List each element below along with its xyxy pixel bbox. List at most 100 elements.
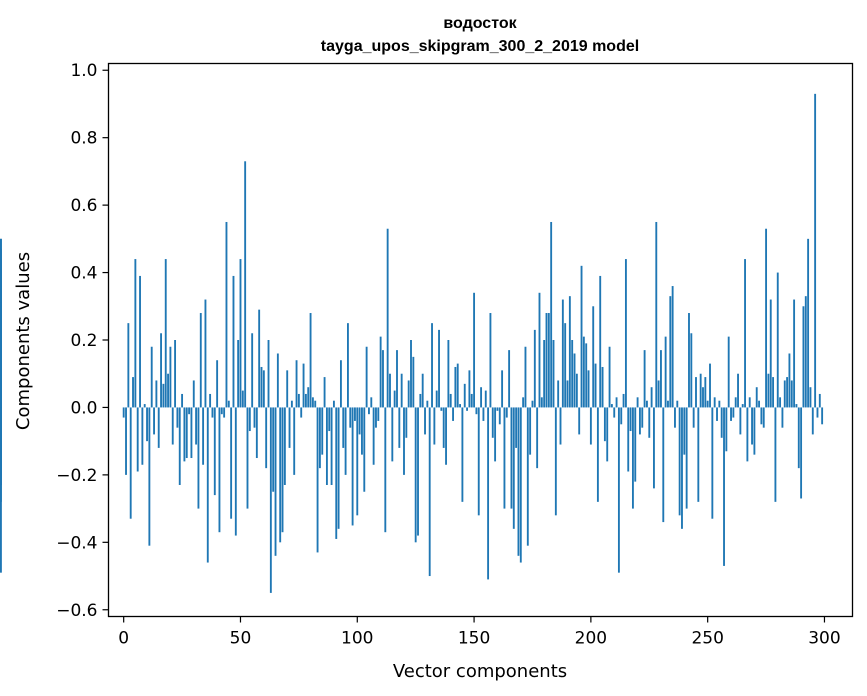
bar	[664, 336, 667, 408]
bar	[557, 380, 560, 408]
bar	[218, 407, 221, 533]
bar	[150, 346, 153, 408]
bar	[781, 407, 784, 428]
bar	[732, 407, 735, 418]
bar	[790, 380, 793, 408]
bar	[725, 407, 728, 452]
bar	[337, 407, 340, 529]
bar	[809, 387, 812, 408]
bar	[594, 363, 597, 408]
bar	[153, 407, 155, 435]
bar	[456, 363, 459, 408]
bar	[419, 393, 422, 408]
bar	[463, 383, 466, 408]
bar	[748, 397, 751, 408]
bar	[141, 407, 144, 465]
bar	[734, 397, 737, 408]
bar	[653, 407, 655, 489]
bar	[213, 407, 216, 496]
y-tick-label: 0.8	[70, 129, 97, 149]
bar	[559, 407, 562, 445]
bar	[601, 366, 604, 408]
bar	[716, 407, 718, 421]
bar	[171, 407, 174, 445]
bar	[648, 407, 651, 438]
bar	[316, 407, 319, 553]
bar	[260, 366, 263, 408]
bar	[424, 407, 426, 435]
bar	[751, 407, 753, 445]
bar	[335, 407, 338, 539]
bar	[461, 407, 464, 502]
bar	[631, 407, 634, 509]
bar	[272, 407, 275, 492]
bar	[421, 373, 424, 408]
y-tick-label: −0.6	[56, 601, 97, 621]
bar	[610, 404, 613, 408]
bar	[164, 259, 167, 408]
bar	[816, 407, 819, 418]
bar	[797, 407, 800, 469]
bar	[405, 407, 408, 438]
bar	[339, 360, 342, 408]
bar	[251, 333, 254, 408]
bar	[741, 404, 744, 408]
bar	[690, 333, 693, 408]
bar	[641, 407, 644, 428]
bar	[438, 329, 440, 408]
y-tick-label: 0.0	[70, 398, 97, 418]
bar	[414, 407, 417, 543]
bar	[711, 407, 714, 519]
bar	[325, 407, 328, 485]
bar	[636, 397, 639, 408]
bar	[709, 363, 711, 408]
bar	[244, 161, 247, 408]
bar	[688, 313, 690, 408]
bar	[531, 400, 534, 408]
bar	[253, 407, 256, 428]
bar	[674, 407, 676, 428]
bar	[136, 407, 139, 472]
bar	[697, 407, 700, 502]
bar	[515, 407, 518, 448]
bar	[195, 407, 198, 445]
bar	[755, 387, 758, 408]
bar	[758, 400, 760, 408]
bar	[550, 221, 553, 408]
bar	[206, 407, 209, 563]
bar	[307, 387, 310, 408]
bar	[400, 373, 403, 408]
bar	[695, 377, 697, 408]
bar	[396, 350, 398, 408]
bar	[204, 299, 207, 408]
bar	[230, 407, 233, 519]
bar	[227, 400, 230, 408]
bar	[774, 407, 777, 502]
bar	[442, 407, 445, 448]
bar	[234, 407, 237, 536]
bar	[505, 407, 508, 418]
bar	[587, 370, 590, 408]
bar	[160, 333, 162, 408]
bar	[510, 407, 513, 509]
bar	[454, 366, 457, 408]
bar	[342, 407, 345, 448]
bar	[330, 407, 333, 485]
bar	[475, 407, 478, 415]
bar	[578, 407, 581, 435]
bar	[536, 407, 539, 469]
bar	[615, 397, 618, 408]
bar	[155, 380, 158, 408]
bar	[566, 380, 569, 408]
bar	[545, 313, 548, 408]
y-tick-label: 0.4	[70, 264, 97, 284]
bar	[739, 407, 742, 435]
bar	[295, 360, 298, 408]
bar	[765, 228, 768, 408]
y-axis: −0.6 −0.4 −0.2 0.0 0.2 0.4 0.6 0.8 1.0	[56, 61, 109, 621]
bar	[426, 400, 429, 408]
bar	[676, 400, 679, 408]
bar	[384, 407, 387, 533]
bar	[274, 407, 277, 556]
bar	[349, 407, 352, 428]
